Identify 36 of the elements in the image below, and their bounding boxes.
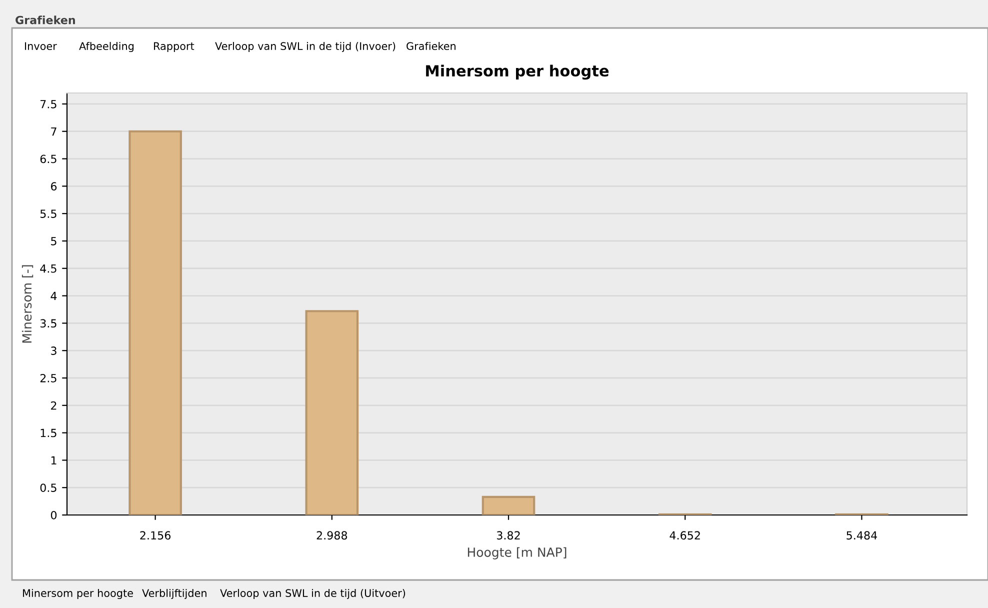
y-tick-label: 6 (50, 182, 57, 191)
bar (128, 130, 182, 515)
text: Grafieken (406, 42, 456, 50)
y-tick-label: 3.5 (40, 319, 56, 328)
x-axis-title: Hoogte [m NAP] (468, 547, 566, 560)
y-tick-label: 6.5 (40, 154, 56, 164)
y-tick-label: 1 (51, 456, 56, 464)
y-axis-title: Minersom [-] (22, 265, 34, 343)
y-tick-label: 2 (51, 401, 56, 410)
y-tick-label: 4.5 (40, 264, 56, 273)
y-tick-label: 2.5 (40, 374, 56, 382)
text: Rapport (154, 42, 194, 52)
y-tick-label: 0.5 (40, 484, 56, 492)
bar (305, 310, 359, 515)
text: Verloop van SWL in de tijd (Invoer) (215, 42, 396, 52)
x-tick-label: 4.652 (670, 531, 700, 540)
y-tick-label: 5 (51, 237, 56, 246)
text: Invoer (25, 42, 57, 50)
x-tick-label: 2.156 (140, 531, 171, 540)
x-tick-label: 2.988 (316, 531, 348, 540)
text: Grafieken (16, 16, 75, 24)
y-tick-label: 7 (51, 127, 56, 136)
text: Verblijftijden (142, 588, 206, 600)
y-tick-label: 5.5 (40, 210, 56, 218)
y-tick-label: 3 (51, 346, 56, 355)
y-tick-label: 0 (50, 510, 57, 520)
chart-title: Minersom per hoogte (426, 64, 609, 80)
text: Minersom per hoogte (23, 588, 133, 600)
y-tick-label: 1.5 (40, 428, 56, 438)
text: Verloop van SWL in de tijd (Uitvoer) (220, 588, 406, 600)
x-tick-label: 5.484 (846, 531, 877, 540)
bar (482, 496, 536, 515)
y-tick-label: 7.5 (40, 100, 56, 108)
y-tick-label: 4 (50, 292, 57, 300)
text: Afbeelding (79, 42, 134, 52)
x-tick-label: 3.82 (496, 531, 520, 540)
